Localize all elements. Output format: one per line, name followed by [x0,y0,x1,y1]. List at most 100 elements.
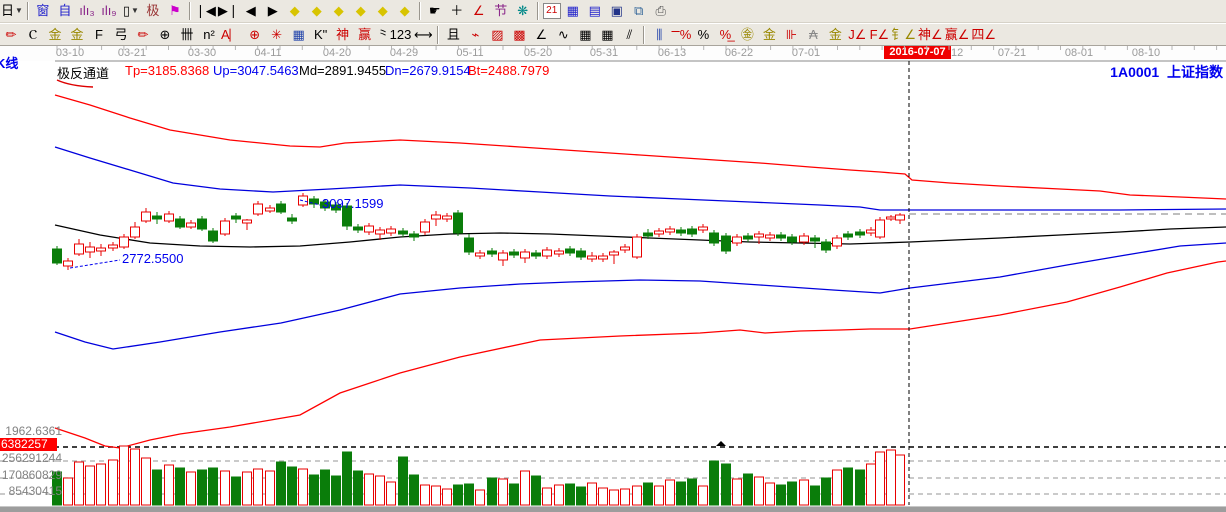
grid-corner-icon[interactable]: ▦ [601,26,614,42]
volume-bar [164,464,174,506]
percent-icon[interactable]: % [697,26,710,42]
candle-body [63,260,73,267]
f-grid-icon[interactable]: F [95,26,103,42]
report-doc-icon[interactable]: ▤ [588,3,601,18]
box-tool-icon[interactable]: 且 [446,26,460,42]
gold-angle-icon[interactable]: 钅∠ [891,26,917,42]
price-annotation: 2772.5500 [122,251,183,266]
period-day-dropdown[interactable]: 日 ▼ [1,3,23,18]
percent-tool-icon[interactable]: Ⲻ% [671,26,692,42]
n2-grid-icon[interactable]: n² [203,26,215,42]
shen-grid-icon[interactable]: 神 [336,26,350,42]
volume-bar [253,468,263,506]
date-axis-label: 07-01 [791,47,821,59]
bow-grid-icon[interactable]: 弓 [114,26,128,42]
diamond-burst-icon[interactable]: ◆ [377,3,388,18]
gold-grid-icon[interactable]: 金 [48,26,62,42]
candle-body [74,243,84,255]
gold-grid2-icon[interactable]: 金 [70,26,84,42]
bottom-scrollbar[interactable] [0,506,1226,512]
candle-style-dropdown[interactable]: ▯ ▼ [122,3,139,18]
indicator-name[interactable]: 极反通道 [57,66,110,81]
neural-net-icon[interactable]: ❋ [517,3,529,18]
bars-compare-icon[interactable]: ⫼ [656,26,663,42]
grid-hash-icon[interactable]: Ⲥ [28,26,38,42]
f-angle-icon[interactable]: F∠ [869,26,890,42]
candle-body [420,221,430,233]
zigzag-icon[interactable]: ∿ [557,26,569,42]
wave-a-icon[interactable]: ₳ [809,26,818,42]
last-page-icon[interactable]: ▶❘ [217,3,239,18]
first-page-icon[interactable]: ❘◀ [194,3,216,18]
draw-brush-icon[interactable]: ✏ [5,26,17,42]
candle-body [309,198,319,205]
diamond-star-icon[interactable]: ◆ [355,3,366,18]
si-angle-icon[interactable]: 四∠ [971,26,996,42]
a-line-icon[interactable]: A⎸ [221,26,243,42]
red-web-icon[interactable]: ✳ [271,26,283,42]
ying-angle-icon[interactable]: 赢∠ [944,26,970,42]
calendar-21-icon[interactable]: 21 [542,3,561,19]
save-screen-icon[interactable]: ▣ [610,3,623,18]
ruler-123-icon[interactable]: ⺀123 [376,26,412,42]
dual-screen-icon[interactable]: ⧉ [634,3,644,18]
indicator-field: Up=3047.5463 [213,63,299,78]
info-list-icon[interactable]: 自 [58,3,72,18]
candle-body [531,252,541,257]
width-arrows-icon[interactable]: ⟷ [414,26,433,42]
j-angle-icon[interactable]: J∠ [848,26,867,42]
blue-web-box-icon[interactable]: ▦ [292,26,305,42]
volume-bar [776,484,786,506]
volume-bar [632,485,642,506]
diamond-expand-icon[interactable]: ◆ [333,3,344,18]
candle-body [175,218,185,228]
dropdown-arrow-icon: ▼ [15,6,23,15]
ray-box-icon[interactable]: ▨ [491,26,504,42]
diamond-right-icon[interactable]: ◆ [311,3,322,18]
channel-line-Bt-bottom-red [54,260,1226,449]
k-quote-icon[interactable]: K" [314,26,328,42]
ruler-pencil-icon[interactable]: ⊪ [785,26,798,42]
percent-line-icon[interactable]: %̲ [719,26,732,42]
shen-angle-icon[interactable]: 神∠ [918,26,943,42]
target-wave-icon[interactable]: ⊕ [159,26,171,42]
minute9-chart-icon[interactable]: ılı₉ [101,3,117,18]
minute3-chart-icon[interactable]: ılı₃ [79,3,95,18]
pencil-rays-icon[interactable]: ∠ [535,26,548,42]
hand-pan-icon[interactable]: ☛ [428,3,441,18]
grid-box-icon[interactable]: ▦ [579,26,592,42]
net-box-icon[interactable]: ▩ [513,26,526,42]
purple-tool-icon[interactable]: 节 [494,3,508,18]
parallel-lines-icon[interactable]: ⫽ [626,26,633,42]
candle-body [676,229,686,234]
window-layout-icon[interactable]: 窗 [36,3,50,18]
angle-measure-icon[interactable]: ∠ [472,3,485,18]
date-axis-label: 06-22 [724,47,754,59]
diamond-cross-icon[interactable]: ◆ [399,3,410,18]
next-bar-icon[interactable]: ▶ [267,3,278,18]
date-axis-label: 03-30 [187,47,217,59]
brush-chart-icon[interactable]: ✏ [137,26,149,42]
volume-bar [442,488,452,506]
ruler-ticks-icon[interactable]: 卌 [180,26,194,42]
price-annotation: 3097.1599 [322,196,383,211]
candle-body [152,215,162,220]
gold-char-icon[interactable]: 金 [828,26,842,42]
diamond-left-icon[interactable]: ◆ [289,3,300,18]
ying-grid-icon[interactable]: 赢 [358,26,372,42]
prev-bar-icon[interactable]: ◀ [245,3,256,18]
colored-chart-icon[interactable]: ⚑ [169,3,181,18]
printer-icon[interactable]: ⎙ [655,3,666,18]
chart-type-label[interactable]: K线 [0,56,19,71]
ray-fan-icon[interactable]: ⌁ [471,26,480,42]
red-target-icon[interactable]: ⊕ [249,26,261,42]
jifan-indicator-icon[interactable]: 极 [146,3,160,18]
calculator-icon[interactable]: ▦ [566,3,579,18]
crosshair-icon[interactable]: ＋ [450,3,464,18]
volume-bar [342,451,352,506]
volume-bar [242,471,252,506]
gold-circle-icon[interactable]: ㊎ [740,26,754,42]
gold-lines-icon[interactable]: 金 [762,26,776,42]
symbol-label[interactable]: 1A0001 上证指数 [1110,62,1223,82]
